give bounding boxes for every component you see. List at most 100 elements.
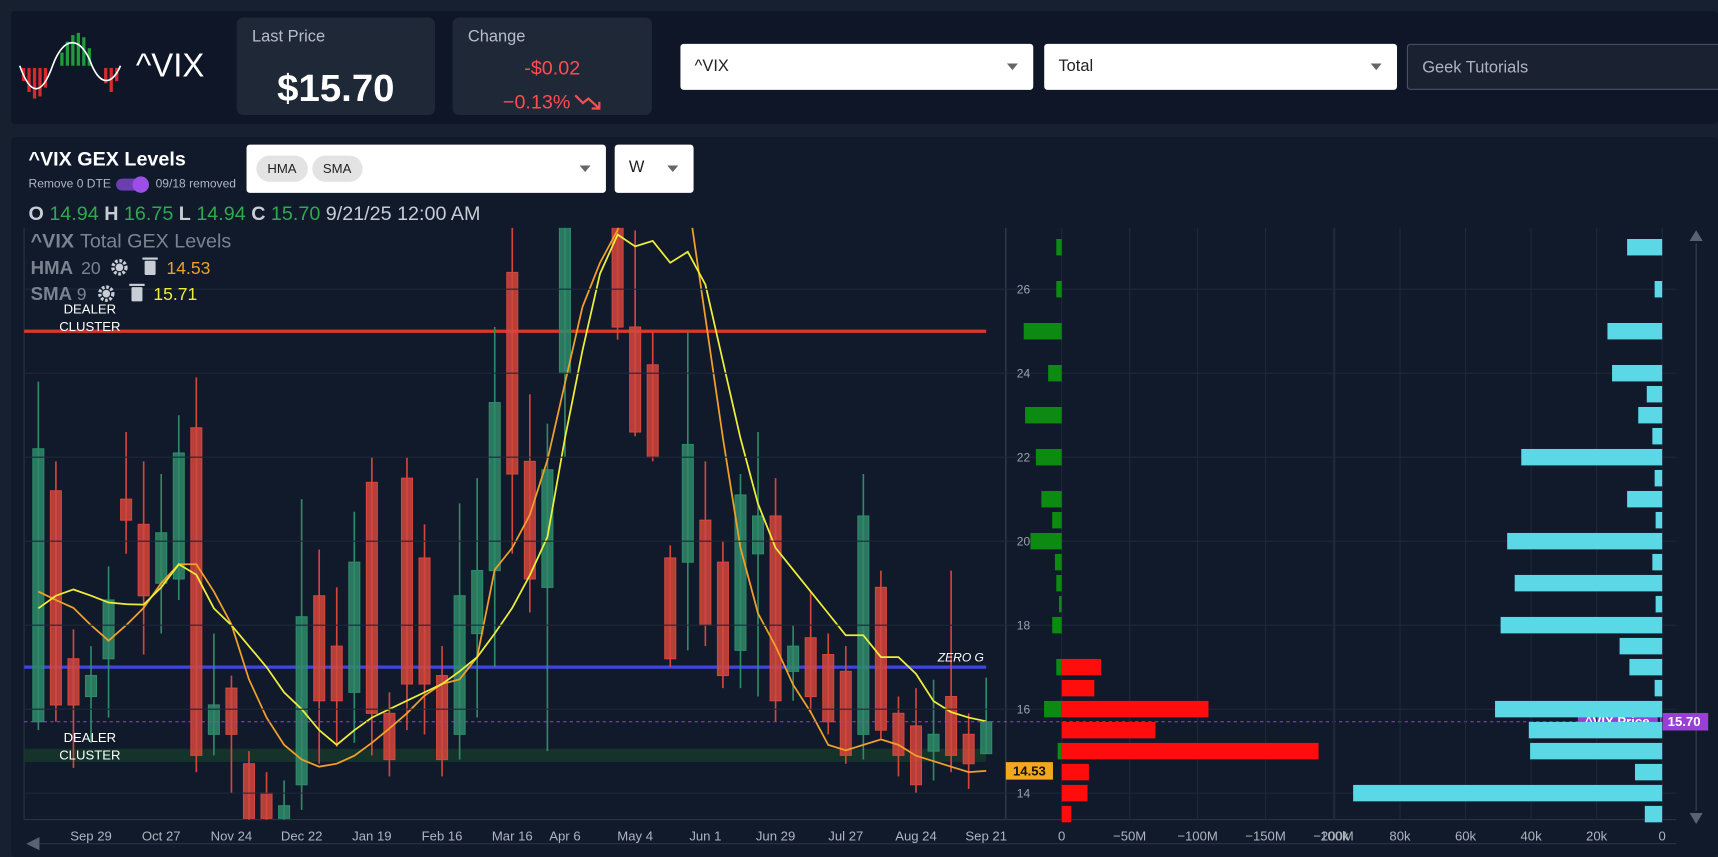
candle-body (102, 599, 115, 660)
candle-body (67, 658, 80, 706)
bar (1057, 742, 1062, 760)
candle-body (295, 616, 308, 786)
logo (18, 32, 122, 99)
bar (1044, 700, 1062, 718)
candle-body (681, 444, 694, 563)
ohlc-key: C (251, 202, 266, 225)
x-tick-label: 40k (1521, 828, 1543, 843)
candle-body (436, 675, 449, 761)
removed-label: 09/18 removed (155, 177, 237, 191)
candle-body (155, 532, 168, 584)
bar (1056, 658, 1062, 676)
trash-icon (144, 260, 156, 276)
chip[interactable]: SMA (311, 155, 363, 182)
candle-body (190, 427, 203, 756)
x-tick-label: Sep 21 (965, 828, 1007, 843)
gear-icon (98, 285, 115, 302)
scroll-left[interactable] (26, 837, 40, 851)
bar (1514, 574, 1663, 592)
bar (1056, 574, 1062, 592)
candle-body (664, 557, 677, 660)
price-tag (1659, 712, 1709, 731)
symbol-select[interactable]: ^VIX (680, 43, 1034, 90)
bar (1638, 406, 1663, 424)
ohlc-row: O 14.94 H 16.75 L 14.94 C 15.70 9/21/25 … (28, 203, 480, 226)
bar (1495, 700, 1663, 718)
bar (1061, 721, 1156, 739)
candle-layer (24, 0, 993, 820)
candle-body (716, 561, 729, 677)
y-tick-label: 18 (1017, 619, 1031, 633)
x-tick-label: −200M (1313, 828, 1354, 843)
bar (1654, 679, 1663, 697)
bar (1035, 448, 1062, 466)
bar (1655, 595, 1663, 613)
x-tick-label: −50M (1113, 828, 1146, 843)
interval-select[interactable]: W (614, 144, 694, 193)
select-value: ^VIX (694, 56, 729, 76)
indicator-line (37, 227, 987, 774)
bar (1061, 763, 1089, 781)
candle-body (769, 515, 782, 702)
bar (1629, 658, 1663, 676)
bar (1052, 511, 1062, 529)
indicator-select[interactable]: HMA SMA (246, 144, 606, 193)
x-tick-label: 60k (1455, 828, 1477, 843)
bar (1054, 553, 1062, 571)
bar (1058, 595, 1062, 613)
panel-title: ^VIX GEX Levels (28, 147, 186, 170)
ohlc-value: 14.94 (49, 202, 99, 225)
candle-body (471, 570, 484, 635)
x-tick-label: Jul 27 (828, 828, 863, 843)
indicator-line (37, 233, 987, 746)
channel-select[interactable]: Geek Tutorials (1406, 43, 1718, 90)
y-tick-label: 14 (1017, 787, 1031, 801)
bar (1627, 490, 1663, 508)
legend-text: Total GEX Levels (80, 231, 231, 253)
bar (1634, 763, 1663, 781)
candle-body (595, 0, 606, 138)
bar (1530, 742, 1663, 760)
price-tag-value: 15.70 (1668, 714, 1701, 729)
x-tick-label: 100k (1320, 828, 1349, 843)
gear-icon (115, 263, 124, 272)
trash-icon (142, 257, 158, 260)
candle-body (822, 654, 835, 723)
x-tick-label: Dec 22 (281, 828, 323, 843)
candle-body (172, 452, 185, 580)
chip[interactable]: HMA (256, 155, 308, 182)
candle-body (699, 519, 712, 626)
candle-body (839, 670, 852, 756)
legend-value: 14.53 (167, 258, 211, 278)
ohlc-date: 9/21/25 12:00 AM (325, 202, 481, 225)
select-value: Total (1058, 56, 1094, 76)
x-tick-label: 20k (1586, 828, 1608, 843)
bar (1654, 469, 1663, 487)
legend-period: 20 (81, 258, 101, 278)
bar (1061, 784, 1088, 802)
bar (1353, 784, 1663, 802)
bar (1052, 616, 1062, 634)
toggle[interactable] (116, 176, 150, 193)
trash-icon (129, 283, 145, 286)
bar (1652, 553, 1663, 571)
label: Change (467, 27, 526, 47)
y-tick-label: 16 (1017, 703, 1031, 717)
candle-body (348, 561, 361, 693)
candle-body (980, 721, 993, 755)
candle-body (927, 733, 940, 752)
symbol: ^VIX (135, 48, 205, 85)
candle-body (260, 792, 273, 819)
bar (1061, 679, 1095, 697)
bar (1061, 742, 1319, 760)
candle-body (400, 477, 413, 685)
x-tick-label: −150M (1245, 828, 1286, 843)
type-select[interactable]: Total (1044, 43, 1398, 90)
bar (1030, 532, 1062, 550)
bar (1061, 658, 1102, 676)
gear-icon (102, 289, 111, 298)
x-tick-label: 0 (1058, 828, 1065, 843)
candle-body (945, 695, 958, 756)
candle-body (453, 595, 466, 735)
